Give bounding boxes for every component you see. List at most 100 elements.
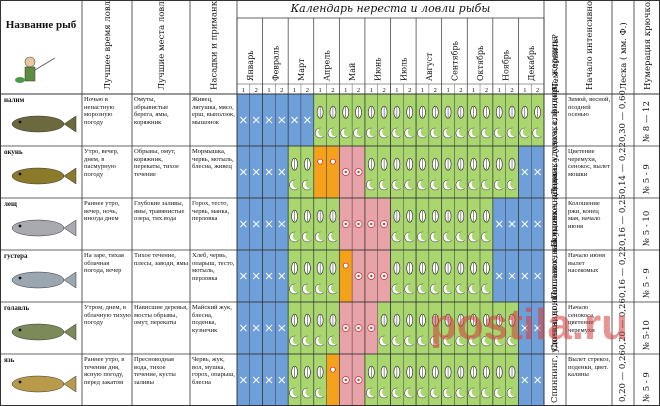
moon-icon	[289, 387, 302, 399]
moon-icon	[404, 283, 417, 295]
moon-icon	[468, 335, 481, 347]
hook-number-cell: № 8 — 12	[642, 101, 652, 142]
moon-icon	[302, 179, 315, 191]
cross-icon	[252, 272, 260, 280]
lure-icon	[406, 313, 413, 327]
cross-icon	[495, 220, 503, 228]
cross-icon	[521, 324, 529, 332]
lure-icon	[470, 261, 477, 275]
lure-icon	[304, 365, 311, 379]
line-header: Леска ( мм. Ф.)	[618, 22, 629, 90]
moon-icon	[366, 387, 379, 399]
moon-icon	[353, 127, 366, 139]
lure-icon	[329, 261, 337, 275]
lure-icon	[419, 365, 426, 379]
month-label: Август	[425, 52, 434, 81]
lure-icon	[457, 209, 465, 223]
lure-icon	[419, 209, 426, 223]
fish-name: густера	[4, 252, 28, 260]
half-month-label: 1	[242, 87, 245, 94]
moon-icon	[430, 231, 443, 243]
moon-icon	[519, 127, 532, 139]
cross-icon	[252, 168, 260, 176]
lure-icon	[483, 313, 490, 327]
cross-icon	[278, 116, 286, 124]
what-to-catch-cell: Спиннинг, поплавок, нахлыст	[550, 216, 560, 351]
spawn-icon	[367, 324, 376, 332]
cross-icon	[278, 324, 286, 332]
cross-icon	[240, 220, 247, 228]
lure-icon	[393, 157, 401, 171]
spawn-icon	[380, 220, 389, 228]
fisherman-icon	[15, 56, 56, 83]
spawn-start-icon	[330, 158, 336, 165]
moon-icon	[327, 283, 340, 295]
spawn-start-icon	[330, 366, 336, 373]
month-label: Февраль	[271, 45, 280, 81]
best-place-cell: Нависшие деревья, мосты обрывы, омут, пе…	[134, 304, 188, 327]
lure-icon	[355, 105, 362, 119]
lure-icon	[329, 313, 337, 327]
what-to-catch-cell: Поплавочная донка, удочка, фидер	[550, 87, 560, 247]
month-label: Июнь	[374, 57, 383, 81]
half-month-label: 1	[293, 87, 296, 94]
hook-number-cell: № 5 - 9	[642, 268, 652, 298]
spawn-icon	[341, 220, 350, 228]
cross-icon	[265, 220, 273, 228]
lure-icon	[457, 313, 465, 327]
moon-icon	[455, 179, 468, 191]
cross-icon	[278, 272, 286, 280]
moon-icon	[302, 335, 315, 347]
cross-icon	[252, 324, 260, 332]
moon-icon	[302, 231, 315, 243]
bait-cell: Живец, лягушка, мясо, ерш, выползок, мыш…	[192, 96, 235, 126]
half-month-label: 2	[434, 87, 437, 94]
lure-icon	[419, 157, 426, 171]
best-place-cell: Омуты, обрывистые берега, ямы, коряжник	[134, 96, 169, 126]
lure-icon	[521, 105, 529, 119]
month-label: Ноябрь	[502, 49, 511, 81]
cross-icon	[240, 116, 247, 124]
bite-start-header: Начало интенсивного клева	[585, 0, 595, 90]
moon-icon	[327, 335, 340, 347]
cross-icon	[534, 324, 541, 332]
cross-icon	[265, 168, 273, 176]
cross-icon	[534, 220, 541, 228]
lure-icon	[508, 105, 516, 119]
lure-icon	[508, 313, 516, 327]
lure-icon	[406, 365, 413, 379]
lure-icon	[457, 157, 465, 171]
line-diameter-cell: 0,14 — 0,22	[618, 142, 628, 194]
moon-icon	[314, 335, 328, 347]
lure-icon	[304, 157, 311, 171]
fish-illustration	[11, 375, 77, 393]
cross-icon	[265, 116, 273, 124]
lure-icon	[444, 313, 452, 327]
lure-icon	[380, 313, 388, 327]
fish-illustration	[11, 323, 77, 341]
lure-icon	[291, 209, 298, 223]
spawn-icon	[341, 168, 350, 176]
lure-icon	[419, 105, 426, 119]
line-diameter-cell: 0,16 — 0,25	[618, 194, 628, 246]
half-month-label: 2	[331, 87, 334, 94]
spawn-start-icon	[317, 158, 324, 165]
half-month-label: 1	[446, 87, 449, 94]
best-time-cell: Раннее утро, вечер, ночь, иногда днем	[84, 200, 120, 223]
lure-icon	[483, 105, 490, 119]
moon-icon	[314, 387, 328, 399]
moon-icon	[468, 231, 481, 243]
month-label: Май	[348, 63, 357, 81]
bait-cell: Мормышка, червь, мотыль, блесна, живец	[192, 148, 234, 171]
moon-icon	[289, 179, 302, 191]
moon-icon	[404, 179, 417, 191]
bite-start-cell: Зимой, весной, поздней осенью	[568, 96, 611, 119]
lure-icon	[444, 209, 452, 223]
moon-icon	[430, 335, 443, 347]
month-label: Июль	[399, 57, 408, 81]
moon-icon	[455, 231, 468, 243]
half-month-label: 2	[510, 87, 513, 94]
cross-icon	[252, 376, 260, 384]
lure-icon	[316, 365, 324, 379]
moon-icon	[302, 387, 315, 399]
